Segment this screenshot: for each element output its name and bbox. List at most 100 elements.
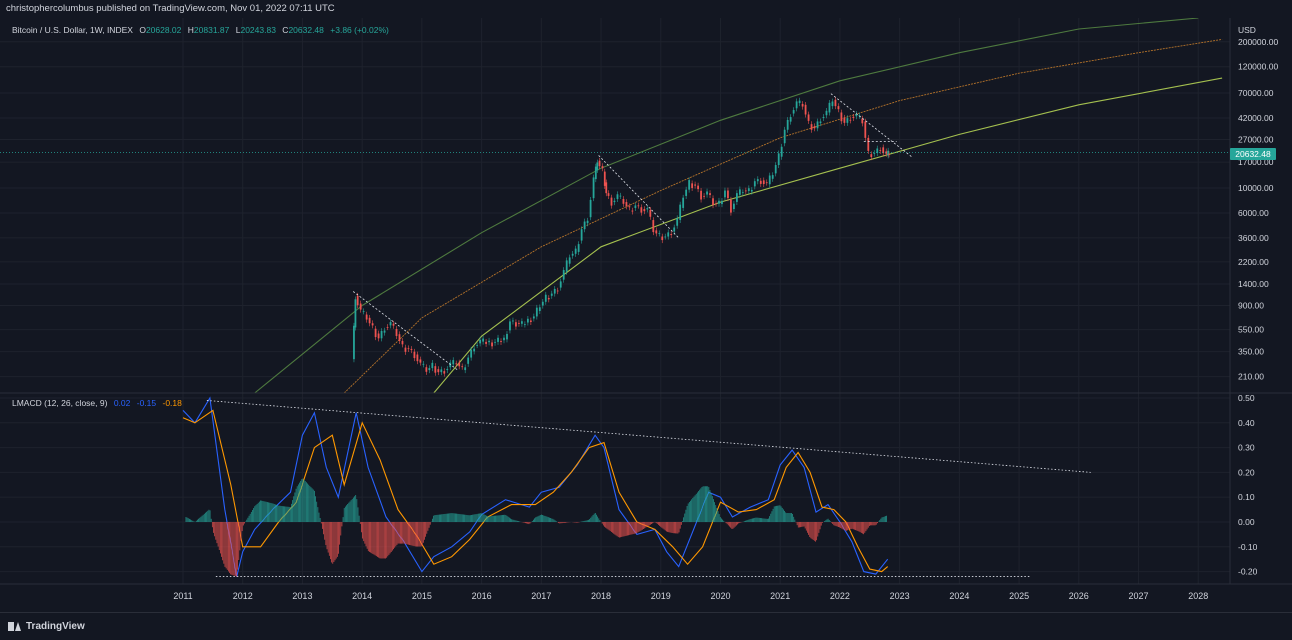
candle-body <box>392 323 395 326</box>
band-curve-outer-band <box>254 18 1199 394</box>
candle-body <box>804 104 807 115</box>
y-tick-label: 1400.00 <box>1238 279 1269 289</box>
candle-body <box>816 121 819 129</box>
high-label: H <box>187 25 194 35</box>
candle-body <box>715 203 717 205</box>
candle-body <box>446 368 449 371</box>
candle-body <box>822 116 825 118</box>
candle-body <box>594 166 597 180</box>
candle-body <box>679 204 682 220</box>
candle-body <box>565 260 568 272</box>
candle-body <box>356 295 359 306</box>
candle-body <box>521 321 523 324</box>
candle-body <box>395 328 398 336</box>
grid <box>0 18 1292 612</box>
x-tick-label: 2024 <box>949 591 969 601</box>
candle-body <box>607 193 610 196</box>
candle-body <box>377 333 380 339</box>
candle-body <box>727 190 729 199</box>
candle-body <box>470 349 473 358</box>
candle-body <box>721 200 723 205</box>
y-tick-label: 70000.00 <box>1238 88 1274 98</box>
candle-body <box>479 339 482 344</box>
candle-body <box>503 337 505 341</box>
candle-body <box>831 101 834 107</box>
candle-body <box>888 154 890 155</box>
candle-body <box>691 183 694 189</box>
candle-body <box>535 307 538 317</box>
candle-body <box>601 166 604 169</box>
candle-body <box>383 330 386 333</box>
price-trendline <box>830 93 912 157</box>
x-tick-label: 2013 <box>292 591 312 601</box>
candle-body <box>491 342 493 347</box>
candle-body <box>825 110 828 116</box>
candle-body <box>664 236 667 238</box>
candle-body <box>559 281 562 288</box>
candle-body <box>792 110 795 114</box>
macd-y-tick-label: 0.00 <box>1238 517 1255 527</box>
x-tick-label: 2027 <box>1129 591 1149 601</box>
candle-body <box>374 328 377 338</box>
candle-body <box>596 162 599 170</box>
candle-body <box>431 362 434 369</box>
low-value: 20243.83 <box>240 25 276 35</box>
candle-body <box>577 244 580 252</box>
candle-body <box>368 317 371 324</box>
y-tick-label: 120000.00 <box>1238 62 1278 72</box>
candle-body <box>736 193 738 202</box>
candle-body <box>852 116 855 118</box>
candle-body <box>640 207 643 213</box>
candle-body <box>562 270 565 280</box>
signal-line <box>182 409 889 573</box>
candle-body <box>467 357 470 364</box>
macd-series <box>182 396 889 577</box>
candle-body <box>354 299 357 328</box>
x-tick-label: 2014 <box>352 591 372 601</box>
candle-body <box>613 200 616 203</box>
chart-canvas[interactable]: 2011 2012 2013 2014 2015 2016 2017 2018 2019 2020… <box>0 18 1292 612</box>
y-tick-label: 900.00 <box>1238 301 1264 311</box>
candle-body <box>380 330 383 339</box>
candle-body <box>682 197 685 208</box>
candle-body <box>837 106 840 110</box>
candle-body <box>789 117 792 122</box>
band-curve-middle-band <box>343 38 1223 394</box>
candle-body <box>401 340 404 345</box>
candle-body <box>670 234 673 236</box>
candle-body <box>813 126 816 129</box>
candle-body <box>840 112 843 122</box>
macd-name: LMACD (12, 26, close, 9) <box>12 398 108 408</box>
candle-body <box>371 323 374 326</box>
candle-body <box>458 362 461 367</box>
macd-y-tick-label: 0.10 <box>1238 492 1255 502</box>
candle-body <box>700 190 702 200</box>
x-tick-label: 2019 <box>651 591 671 601</box>
candle-body <box>798 100 801 104</box>
candle-body <box>643 209 646 212</box>
candle-body <box>571 253 574 256</box>
candle-body <box>529 320 532 323</box>
candle-body <box>810 124 813 130</box>
candle-body <box>509 321 511 331</box>
candle-body <box>762 180 765 185</box>
candle-body <box>512 320 514 322</box>
change-value: +3.86 (+0.02%) <box>330 25 389 35</box>
candle-body <box>801 103 804 107</box>
candle-body <box>828 102 831 113</box>
x-tick-label: 2023 <box>890 591 910 601</box>
price-legend: Bitcoin / U.S. Dollar, 1W, INDEX O20628.… <box>12 25 393 35</box>
candle-body <box>688 180 691 190</box>
open-value: 20628.02 <box>145 25 182 35</box>
candle-body <box>655 230 658 234</box>
candle-body <box>747 188 750 192</box>
tradingview-logo[interactable]: TradingView <box>8 621 85 632</box>
last-price-tag: 20632.48 <box>1230 148 1276 160</box>
price-trendline <box>598 155 679 239</box>
trendlines <box>0 93 1230 577</box>
x-tick-label: 2020 <box>710 591 730 601</box>
candle-body <box>873 152 876 154</box>
candle-body <box>759 180 762 184</box>
candle-body <box>697 185 699 190</box>
candle-body <box>631 210 634 212</box>
